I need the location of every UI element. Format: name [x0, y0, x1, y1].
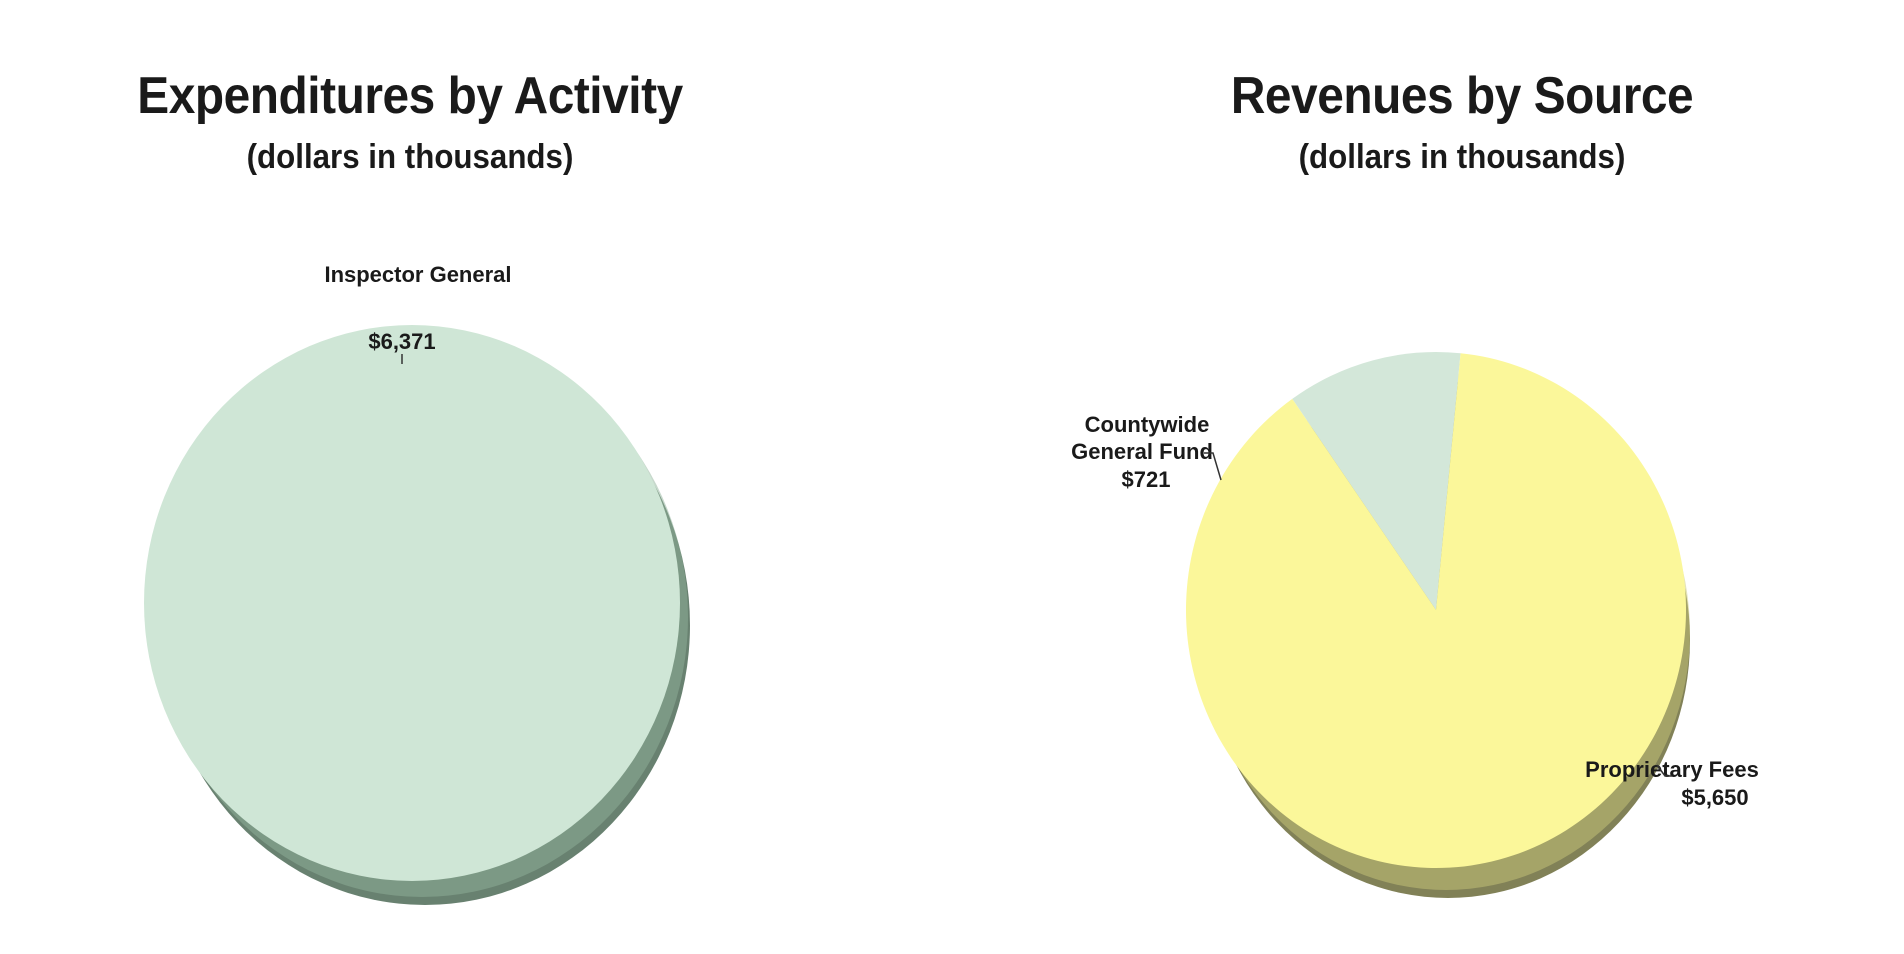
pie-slice-proprietary-fees — [1186, 353, 1686, 868]
slice-label-countywide-general-fund-line2: General Fund — [1071, 439, 1213, 464]
slice-label-countywide-general-fund-line1: Countywide — [1085, 412, 1210, 437]
slice-value-proprietary-fees: $5,650 — [1681, 785, 1748, 810]
slice-label-proprietary-fees: Proprietary Fees — [1585, 757, 1759, 782]
leader-line-countywide-general-fund — [1204, 452, 1222, 481]
pie-slice-inspector-general — [144, 325, 680, 881]
revenues-pie: Countywide General Fund $721 Proprietary… — [1071, 352, 1759, 898]
revenues-chart-title: Revenues by Source — [1230, 67, 1694, 125]
expenditures-chart-subtitle: (dollars in thousands) — [246, 138, 574, 176]
slice-value-countywide-general-fund: $721 — [1122, 467, 1171, 492]
revenues-chart-subtitle: (dollars in thousands) — [1298, 138, 1626, 176]
slice-label-inspector-general: Inspector General — [324, 262, 511, 287]
leader-line-proprietary-fees — [1656, 764, 1672, 777]
pie-slice-countywide-general-fund — [1292, 352, 1461, 610]
expenditures-chart-panel: Expenditures by Activity (dollars in tho… — [0, 0, 860, 954]
revenues-slices — [1186, 352, 1686, 868]
revenues-chart-panel: Revenues by Source (dollars in thousands… — [1000, 0, 1904, 954]
slice-value-inspector-general: $6,371 — [368, 329, 435, 354]
expenditures-pie: Inspector General $6,371 — [144, 262, 690, 905]
expenditures-chart-title: Expenditures by Activity — [137, 67, 683, 125]
